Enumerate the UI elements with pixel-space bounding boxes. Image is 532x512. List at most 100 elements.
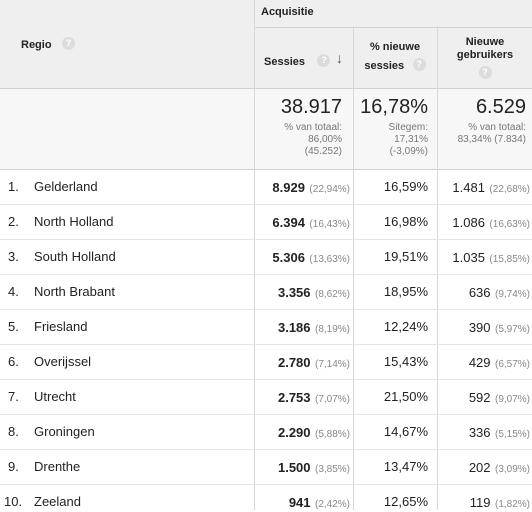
table-row: 7. Utrecht 2.753 (7,07%) 21,50% 592 (9,0…	[0, 380, 532, 415]
new-users-percent: (3,09%)	[494, 464, 530, 475]
region-name[interactable]: Friesland	[34, 319, 88, 334]
sessions-percent: (8,62%)	[314, 289, 350, 300]
new-sessions-column-header[interactable]: % nieuwe sessies ?	[354, 41, 436, 74]
new-sessions-label-2: sessies	[364, 60, 405, 72]
new-sessions-value: 15,43%	[383, 354, 428, 369]
region-name[interactable]: Drenthe	[34, 459, 81, 474]
new-users-value: 592	[468, 390, 491, 405]
row-number: 2.	[8, 214, 19, 229]
new-sessions-value: 13,47%	[383, 459, 428, 474]
table-row: 4. North Brabant 3.356 (8,62%) 18,95% 63…	[0, 275, 532, 310]
help-icon[interactable]: ?	[62, 37, 76, 51]
new-sessions-label-1: % nieuwe	[369, 41, 421, 53]
sessions-value: 1.500	[277, 460, 311, 475]
total-sessions-note-1: % van totaal:	[284, 122, 342, 133]
new-sessions-value: 16,59%	[383, 179, 428, 194]
new-users-percent: (22,68%)	[489, 184, 530, 195]
new-users-percent: (5,15%)	[494, 429, 530, 440]
table-row: 9. Drenthe 1.500 (3,85%) 13,47% 202 (3,0…	[0, 450, 532, 485]
new-sessions-value: 12,65%	[383, 494, 428, 509]
sessions-value: 8.929	[272, 180, 305, 195]
region-label: Regio	[21, 39, 52, 51]
sessions-percent: (8,19%)	[314, 324, 350, 335]
region-name[interactable]: Utrecht	[34, 389, 76, 404]
new-users-value: 390	[468, 320, 491, 335]
new-users-value: 1.086	[452, 215, 485, 230]
help-icon[interactable]: ?	[478, 66, 492, 80]
new-users-value: 202	[468, 460, 491, 475]
sessions-label: Sessies	[264, 56, 305, 68]
region-name[interactable]: Gelderland	[34, 179, 98, 194]
row-number: 5.	[8, 319, 19, 334]
sessions-percent: (5,88%)	[314, 429, 350, 440]
sessions-percent: (16,43%)	[309, 219, 350, 230]
sessions-percent: (7,07%)	[314, 394, 350, 405]
new-sessions-value: 16,98%	[383, 214, 428, 229]
region-name[interactable]: North Brabant	[34, 284, 115, 299]
row-number: 7.	[8, 389, 19, 404]
sessions-value: 3.356	[277, 285, 311, 300]
new-users-column-header[interactable]: Nieuwe gebruikers ?	[438, 36, 532, 82]
total-new-users-note-1: % van totaal:	[468, 122, 526, 133]
acquisition-group-title: Acquisitie	[261, 6, 314, 18]
new-users-percent: (5,97%)	[494, 324, 530, 335]
sessions-value: 941	[288, 495, 311, 510]
total-new-sessions-note-3: (-3,09%)	[389, 146, 428, 157]
help-icon[interactable]: ?	[412, 58, 426, 72]
new-users-value: 119	[469, 495, 491, 510]
new-users-percent: (9,07%)	[494, 394, 530, 405]
new-users-percent: (1,82%)	[494, 499, 530, 510]
table-row: 8. Groningen 2.290 (5,88%) 14,67% 336 (5…	[0, 415, 532, 450]
sessions-value: 2.780	[277, 355, 311, 370]
new-sessions-value: 18,95%	[383, 284, 428, 299]
table-row: 2. North Holland 6.394 (16,43%) 16,98% 1…	[0, 205, 532, 240]
row-number: 6.	[8, 354, 19, 369]
region-name[interactable]: South Holland	[34, 249, 116, 264]
totals-new-users: 6.529 % van totaal: 83,34% (7.834)	[438, 96, 526, 146]
new-users-percent: (15,85%)	[489, 254, 530, 265]
help-icon[interactable]: ?	[317, 54, 331, 68]
total-sessions-note-3: (45.252)	[304, 146, 342, 157]
sessions-percent: (22,94%)	[309, 184, 350, 195]
sessions-percent: (13,63%)	[309, 254, 350, 265]
total-new-users-note-2: 83,34% (7.834)	[457, 134, 526, 145]
totals-sessions: 38.917 % van totaal: 86,00% (45.252)	[256, 96, 342, 158]
new-users-value: 336	[468, 425, 491, 440]
new-users-percent: (6,57%)	[494, 359, 530, 370]
sessions-percent: (2,42%)	[314, 499, 350, 510]
total-new-sessions-value: 16,78%	[360, 96, 428, 118]
new-users-value: 1.035	[452, 250, 485, 265]
total-sessions-note-2: 86,00%	[308, 134, 342, 145]
new-users-percent: (16,63%)	[489, 219, 530, 230]
totals-bg	[0, 88, 532, 170]
new-users-value: 636	[468, 285, 491, 300]
new-users-label-1: Nieuwe	[465, 36, 505, 48]
new-sessions-value: 19,51%	[383, 249, 428, 264]
sessions-column-header[interactable]: Sessies ? ↓	[264, 50, 350, 70]
row-number: 4.	[8, 284, 19, 299]
total-new-users-value: 6.529	[475, 96, 526, 118]
header-region-bg	[0, 0, 254, 88]
header-group-bg	[254, 0, 532, 28]
region-name[interactable]: Zeeland	[34, 494, 81, 509]
total-sessions-value: 38.917	[280, 96, 342, 118]
row-number: 8.	[8, 424, 19, 439]
sessions-percent: (3,85%)	[314, 464, 350, 475]
region-name[interactable]: North Holland	[34, 214, 114, 229]
table-row: 10. Zeeland 941 (2,42%) 12,65% 119 (1,82…	[0, 485, 532, 510]
totals-new-sessions: 16,78% Sitegem: 17,31% (-3,09%)	[354, 96, 428, 158]
region-column-header[interactable]: Regio ?	[21, 35, 76, 53]
row-number: 1.	[8, 179, 19, 194]
row-number: 10.	[4, 494, 23, 509]
region-name[interactable]: Overijssel	[34, 354, 92, 369]
sessions-value: 3.186	[277, 320, 311, 335]
new-users-value: 429	[468, 355, 491, 370]
sessions-value: 5.306	[272, 250, 305, 265]
table-row: 5. Friesland 3.186 (8,19%) 12,24% 390 (5…	[0, 310, 532, 345]
new-sessions-value: 14,67%	[383, 424, 428, 439]
new-users-value: 1.481	[452, 180, 485, 195]
region-name[interactable]: Groningen	[34, 424, 95, 439]
sessions-value: 2.753	[277, 390, 311, 405]
table-row: 1. Gelderland 8.929 (22,94%) 16,59% 1.48…	[0, 170, 532, 205]
sort-down-icon[interactable]: ↓	[336, 50, 343, 66]
